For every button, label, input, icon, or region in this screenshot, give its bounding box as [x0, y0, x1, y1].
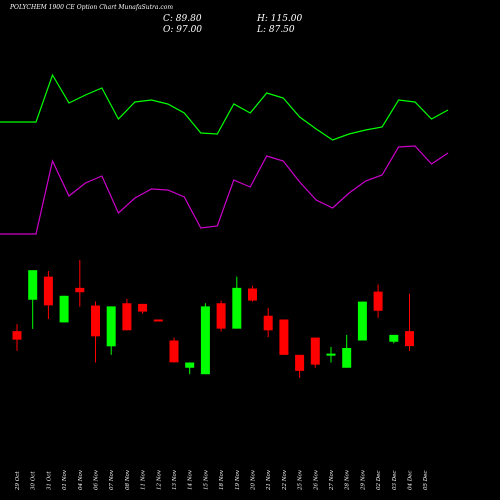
x-tick-label: 03 Dec: [392, 471, 398, 491]
x-tick-label: 01 Nov: [62, 469, 68, 490]
candle: [248, 285, 257, 302]
candle-body: [75, 287, 85, 293]
candle: [91, 301, 100, 363]
indicator-lines: [0, 73, 449, 235]
x-tick-label: 15 Nov: [203, 469, 209, 490]
high-value: H: 115.00: [257, 14, 303, 24]
candle-body: [263, 315, 273, 331]
chart-title: POLYCHEM 1900 CE Option Chart MunafaSutr…: [10, 4, 174, 11]
x-tick-label: 08 Nov: [125, 469, 131, 490]
candle: [185, 362, 195, 375]
candle: [43, 271, 53, 320]
candle: [405, 293, 414, 351]
candle: [169, 337, 179, 363]
x-tick-label: 31 Oct: [46, 471, 52, 490]
candle: [122, 298, 132, 331]
candle-body: [326, 353, 336, 356]
candle: [263, 307, 273, 338]
x-tick-label: 19 Nov: [235, 469, 241, 490]
candles: [12, 260, 414, 378]
x-tick-label: 26 Nov: [313, 469, 319, 491]
x-tick-label: 05 Dec: [423, 471, 429, 491]
upper-indicator-line: [0, 73, 449, 141]
x-tick-label: 14 Nov: [188, 469, 194, 490]
candle-body: [232, 287, 242, 329]
candle-body: [389, 334, 399, 342]
candle: [12, 324, 22, 351]
x-tick-label: 21 Nov: [266, 469, 272, 491]
candle: [138, 303, 148, 314]
x-tick-label: 29 Oct: [15, 471, 21, 491]
candle-body: [138, 303, 148, 312]
candle-body: [216, 303, 226, 329]
candle-body: [279, 319, 289, 355]
candle: [389, 334, 399, 344]
candle-body: [122, 303, 132, 331]
candle-body: [43, 276, 53, 306]
candle: [216, 300, 226, 332]
open-value: O: 97.00: [163, 25, 203, 35]
candle: [279, 319, 289, 355]
candle: [326, 346, 336, 363]
candle-body: [185, 362, 195, 368]
candle-body: [169, 340, 179, 363]
candle-body: [12, 331, 22, 340]
x-tick-label: 30 Oct: [31, 471, 37, 490]
x-tick-label: 13 Nov: [172, 469, 178, 490]
candle-body: [59, 295, 69, 323]
candle: [232, 276, 242, 329]
x-tick-label: 02 Dec: [376, 471, 382, 491]
x-tick-label: 04 Dec: [408, 471, 414, 491]
candle-body: [91, 305, 100, 337]
candle-body: [106, 306, 116, 347]
x-tick-label: 29 Nov: [360, 469, 366, 491]
x-tick-label: 18 Nov: [219, 469, 225, 490]
candle-body: [342, 347, 352, 368]
x-tick-label: 07 Nov: [109, 469, 115, 490]
candle: [200, 303, 210, 375]
candle: [310, 337, 320, 368]
candle-body: [310, 337, 320, 365]
x-tick-label: 22 Nov: [282, 469, 288, 491]
candle-body: [28, 270, 38, 300]
x-axis: 29 Oct 30 Oct 31 Oct 01 Nov 04 Nov 06 Nov 07 N…: [15, 469, 429, 491]
x-tick-label: 11 Nov: [141, 469, 147, 490]
candle-body: [248, 288, 257, 301]
candle: [28, 270, 38, 329]
candle-body: [357, 301, 367, 341]
candle-body: [200, 306, 210, 375]
candle-body: [405, 331, 414, 347]
x-tick-label: 20 Nov: [251, 469, 257, 491]
candle: [357, 301, 367, 341]
x-tick-label: 27 Nov: [329, 469, 335, 491]
candle: [373, 284, 383, 318]
candle: [59, 295, 69, 323]
x-tick-label: 25 Nov: [298, 469, 304, 491]
x-tick-label: 12 Nov: [156, 469, 162, 490]
close-value: C: 89.80: [163, 14, 202, 24]
x-tick-label: 28 Nov: [345, 469, 351, 491]
candle: [342, 334, 352, 368]
candle: [295, 354, 305, 378]
candle-body: [295, 354, 305, 371]
candle-body: [153, 319, 163, 322]
x-tick-label: 04 Nov: [78, 469, 84, 490]
candle: [153, 319, 163, 322]
low-value: L: 87.50: [257, 25, 295, 35]
candle: [106, 306, 116, 355]
candle-body: [373, 291, 383, 311]
candle: [75, 260, 85, 307]
x-tick-label: 06 Nov: [94, 469, 100, 490]
lower-indicator-line: [0, 145, 449, 235]
